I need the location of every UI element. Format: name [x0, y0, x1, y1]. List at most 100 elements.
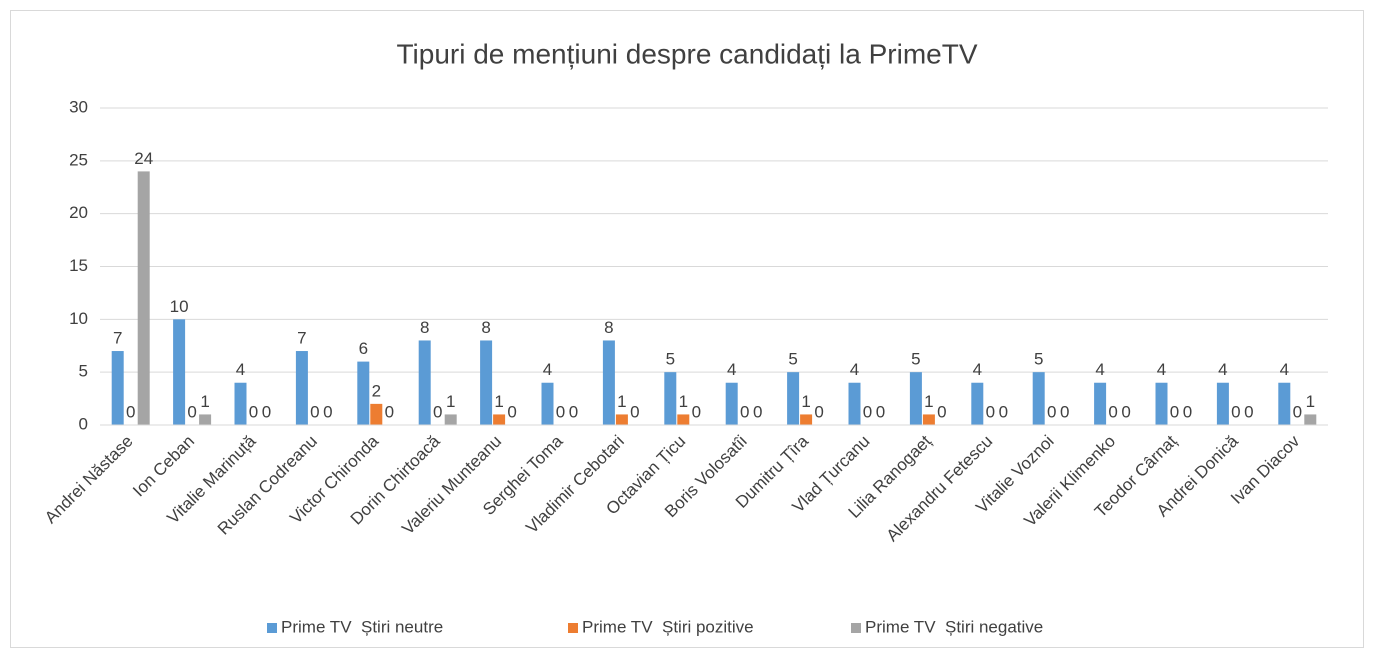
bar [111, 351, 124, 425]
legend-swatch [267, 623, 277, 633]
data-label: 0 [556, 402, 565, 421]
y-tick-label: 5 [79, 362, 88, 381]
y-tick-label: 30 [69, 97, 88, 116]
data-label: 1 [200, 392, 209, 411]
data-label: 1 [679, 392, 688, 411]
bar [602, 340, 615, 425]
data-label: 0 [310, 402, 319, 421]
bar [295, 351, 308, 425]
bar [234, 382, 247, 425]
data-label: 5 [666, 350, 675, 369]
data-label: 5 [911, 350, 920, 369]
legend-swatch [851, 623, 861, 633]
data-label: 0 [876, 402, 885, 421]
data-label: 4 [1095, 360, 1104, 379]
bar [173, 319, 186, 425]
data-label: 0 [1047, 402, 1056, 421]
bar [370, 403, 383, 425]
data-label: 0 [630, 402, 639, 421]
data-label: 2 [372, 381, 381, 400]
y-tick-label: 0 [79, 414, 88, 433]
data-label: 0 [1183, 402, 1192, 421]
data-label: 0 [1293, 402, 1302, 421]
data-label: 0 [753, 402, 762, 421]
legend-label: Prime TV Știri neutre [281, 617, 443, 636]
data-label: 0 [692, 402, 701, 421]
data-label: 4 [973, 360, 982, 379]
data-label: 0 [1231, 402, 1240, 421]
data-label: 0 [1108, 402, 1117, 421]
data-label: 7 [297, 329, 306, 348]
data-label: 0 [863, 402, 872, 421]
legend-label: Prime TV Știri pozitive [582, 617, 754, 636]
data-label: 1 [446, 392, 455, 411]
data-label: 10 [170, 297, 189, 316]
data-label: 0 [433, 402, 442, 421]
data-label: 4 [850, 360, 859, 379]
data-label: 1 [801, 392, 810, 411]
data-label: 0 [507, 402, 516, 421]
data-label: 8 [604, 318, 613, 337]
data-label: 24 [134, 149, 153, 168]
data-label: 4 [1280, 360, 1289, 379]
bar [971, 382, 984, 425]
bar [418, 340, 431, 425]
data-label: 6 [359, 339, 368, 358]
data-label: 0 [937, 402, 946, 421]
data-label: 4 [1157, 360, 1166, 379]
bar [725, 382, 738, 425]
chart-border [10, 10, 1364, 648]
data-label: 0 [814, 402, 823, 421]
data-label: 0 [1121, 402, 1130, 421]
bar [480, 340, 493, 425]
bar [1278, 382, 1291, 425]
bar [357, 361, 370, 425]
data-label: 4 [727, 360, 736, 379]
bar [444, 414, 457, 425]
data-label: 1 [494, 392, 503, 411]
bar [1032, 372, 1045, 425]
bar [493, 414, 506, 425]
chart-title: Tipuri de mențiuni despre candidați la P… [396, 38, 977, 69]
y-tick-label: 10 [69, 309, 88, 328]
data-label: 1 [924, 392, 933, 411]
bar [199, 414, 212, 425]
bar [1094, 382, 1107, 425]
legend-swatch [568, 623, 578, 633]
data-label: 4 [543, 360, 552, 379]
y-tick-label: 20 [69, 203, 88, 222]
bar [664, 372, 677, 425]
bar [848, 382, 861, 425]
data-label: 1 [1306, 392, 1315, 411]
data-label: 8 [481, 318, 490, 337]
data-label: 0 [249, 402, 258, 421]
bar [541, 382, 554, 425]
data-label: 8 [420, 318, 429, 337]
data-label: 0 [1244, 402, 1253, 421]
data-label: 4 [1218, 360, 1227, 379]
data-label: 7 [113, 329, 122, 348]
data-label: 0 [569, 402, 578, 421]
bar [1155, 382, 1168, 425]
bar [800, 414, 813, 425]
data-label: 0 [986, 402, 995, 421]
bar [909, 372, 922, 425]
data-label: 0 [262, 402, 271, 421]
data-label: 0 [187, 402, 196, 421]
data-label: 5 [1034, 350, 1043, 369]
data-label: 4 [236, 360, 245, 379]
bar [787, 372, 800, 425]
data-label: 5 [788, 350, 797, 369]
data-label: 0 [999, 402, 1008, 421]
y-tick-label: 25 [69, 150, 88, 169]
bar [677, 414, 690, 425]
bar [922, 414, 935, 425]
bar [615, 414, 628, 425]
data-label: 0 [1060, 402, 1069, 421]
bar [1304, 414, 1317, 425]
bar [1216, 382, 1229, 425]
data-label: 1 [617, 392, 626, 411]
data-label: 0 [740, 402, 749, 421]
legend-label: Prime TV Știri negative [865, 617, 1043, 636]
